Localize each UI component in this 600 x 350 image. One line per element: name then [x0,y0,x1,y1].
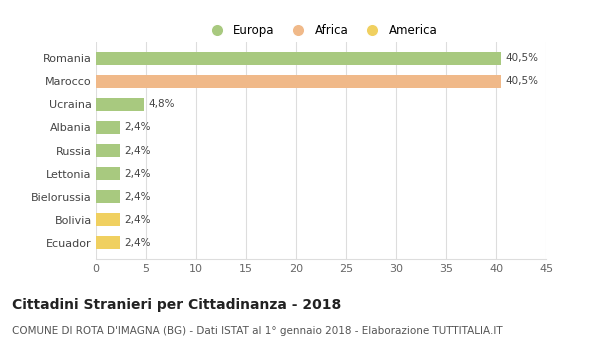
Bar [96,190,120,203]
Bar [96,52,501,64]
Bar [96,144,120,157]
Text: COMUNE DI ROTA D'IMAGNA (BG) - Dati ISTAT al 1° gennaio 2018 - Elaborazione TUTT: COMUNE DI ROTA D'IMAGNA (BG) - Dati ISTA… [12,326,503,336]
Bar [96,75,501,88]
Text: 2,4%: 2,4% [124,238,151,248]
Text: 2,4%: 2,4% [124,192,151,202]
Text: 2,4%: 2,4% [124,146,151,155]
Text: 40,5%: 40,5% [505,53,538,63]
Text: 2,4%: 2,4% [124,122,151,132]
Text: 4,8%: 4,8% [148,99,175,109]
Bar [96,98,144,111]
Text: Cittadini Stranieri per Cittadinanza - 2018: Cittadini Stranieri per Cittadinanza - 2… [12,298,341,312]
Legend: Europa, Africa, America: Europa, Africa, America [200,20,442,42]
Text: 2,4%: 2,4% [124,169,151,178]
Bar [96,214,120,226]
Text: 40,5%: 40,5% [505,76,538,86]
Bar [96,237,120,249]
Text: 2,4%: 2,4% [124,215,151,225]
Bar [96,121,120,134]
Bar [96,167,120,180]
